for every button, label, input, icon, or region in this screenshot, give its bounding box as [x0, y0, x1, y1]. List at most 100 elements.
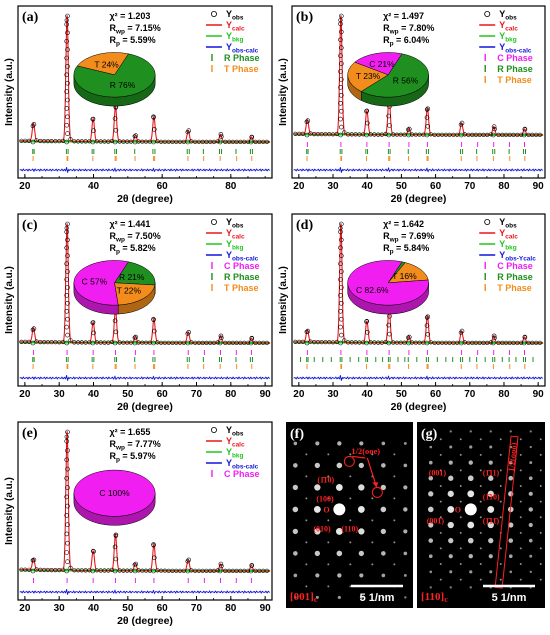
- legend-entry: Ybkg: [499, 31, 517, 44]
- scale-bar-label: 5 1/nm: [492, 592, 527, 604]
- superlattice-spot: [371, 497, 374, 500]
- yobs-point: [338, 108, 344, 114]
- yobs-point: [459, 120, 465, 126]
- diffraction-spot: [448, 554, 453, 559]
- diffraction-spot: [508, 522, 514, 528]
- yobs-point: [65, 13, 70, 19]
- yobs-point: [91, 330, 96, 336]
- spot-index-label: (1̄11̄): [483, 516, 500, 525]
- superlattice-spot: [539, 485, 542, 488]
- superlattice-spot: [439, 531, 442, 534]
- yobs-point: [342, 130, 347, 135]
- diffraction-spot: [449, 570, 453, 574]
- yobs-point: [521, 340, 527, 346]
- yobs-point: [31, 557, 37, 563]
- legend-entry: Ybkg: [499, 239, 517, 252]
- diffraction-spot: [468, 554, 473, 559]
- yobs-point: [112, 568, 118, 574]
- xrd-panel-2: 20 30 40 50 60 70 80 90 2θ (degree) Intensity (a.…: [278, 5, 546, 205]
- diffraction-spot: [489, 570, 493, 574]
- yobs-point: [217, 139, 223, 145]
- diffraction-spot: [380, 528, 386, 535]
- diffraction-spot: [292, 528, 298, 535]
- yobs-point: [383, 131, 388, 137]
- legend-entry: Yobs: [499, 217, 517, 230]
- yobs-point: [68, 338, 73, 343]
- phase-pie: R 56% T 23% C 21%: [347, 52, 429, 107]
- diffraction-spot: [467, 490, 475, 498]
- yobs-point: [30, 327, 35, 333]
- superlattice-spot: [519, 453, 522, 456]
- superlattice-spot: [371, 519, 374, 522]
- yobs-point: [90, 320, 96, 326]
- diffraction-spot: [428, 460, 433, 465]
- diffraction-spot: [314, 484, 321, 491]
- pie-slice-label: C 21%: [369, 59, 395, 69]
- superlattice-spot: [539, 500, 542, 503]
- superlattice-spot: [393, 497, 396, 500]
- spot-index-label: O: [455, 505, 461, 514]
- diffraction-spot: [403, 529, 408, 534]
- yobs-point: [387, 123, 392, 128]
- yobs-point: [90, 139, 96, 145]
- yobs-point: [65, 269, 70, 274]
- diffraction-spot: [337, 573, 342, 578]
- yobs-calc-line: [293, 167, 543, 173]
- yobs-point: [518, 132, 524, 137]
- superlattice-spot: [499, 453, 502, 456]
- diffraction-spot: [447, 506, 455, 513]
- yobs-point: [338, 308, 343, 314]
- x-tick-label: 80: [225, 603, 237, 614]
- superlattice-spot: [519, 516, 522, 519]
- legend-entry: Yobs-calc: [499, 42, 532, 55]
- superlattice-spot: [539, 438, 542, 441]
- yobs-calc-line: [19, 167, 270, 173]
- diffraction-spot: [358, 462, 364, 469]
- diffraction-spot: [403, 485, 408, 490]
- yobs-point: [64, 324, 69, 330]
- diffraction-spot: [429, 570, 433, 574]
- annotation-arrow: [352, 455, 366, 459]
- xrd-panel-5: 20 30 40 50 60 70 80 90 2θ (degree) Intensity (a.…: [4, 421, 273, 627]
- pie-slice: [73, 260, 129, 306]
- yobs-point: [406, 127, 411, 132]
- yobs-point: [338, 61, 344, 66]
- yobs-point: [245, 568, 251, 573]
- yobs-point: [151, 340, 156, 346]
- yobs-point: [185, 340, 191, 346]
- yobs-point: [219, 335, 224, 341]
- diffraction-spot: [508, 538, 514, 543]
- spot-index-label: (010): [313, 524, 331, 533]
- fit-statistic: Rwp = 7.77%: [109, 439, 160, 452]
- yobs-point: [361, 132, 366, 137]
- yobs-point: [65, 540, 70, 546]
- yobs-point: [218, 561, 224, 567]
- legend-entry: C Phase: [224, 261, 260, 271]
- yobs-point: [406, 132, 411, 138]
- diffraction-spot: [529, 554, 533, 558]
- fit-statistic: Rp = 5.97%: [109, 451, 155, 464]
- superlattice-spot: [479, 578, 482, 581]
- yobs-point: [30, 123, 35, 129]
- superlattice-spot: [439, 453, 442, 456]
- yobs-point: [488, 132, 494, 137]
- y-axis-label: Intensity (a.u.): [4, 266, 15, 334]
- fit-statistic: Rwp = 7.15%: [109, 23, 160, 36]
- yobs-point: [424, 107, 430, 112]
- spot-index-label: (001): [429, 468, 447, 477]
- phase-pie: R 76% T 24%: [73, 52, 156, 107]
- diffraction-spot: [467, 521, 475, 529]
- yobs-point: [90, 117, 96, 122]
- yobs-point: [64, 513, 69, 518]
- diffraction-spot: [469, 586, 472, 589]
- yobs-point: [113, 556, 119, 562]
- yobs-point: [151, 316, 156, 322]
- diffraction-spot: [489, 430, 492, 433]
- pie-slice: [347, 61, 389, 92]
- legend-marker: [484, 10, 491, 17]
- x-tick-label: 40: [88, 389, 100, 400]
- fit-statistic: χ² = 1.642: [383, 219, 424, 229]
- yobs-point: [186, 557, 191, 563]
- x-tick-label: 60: [430, 389, 442, 400]
